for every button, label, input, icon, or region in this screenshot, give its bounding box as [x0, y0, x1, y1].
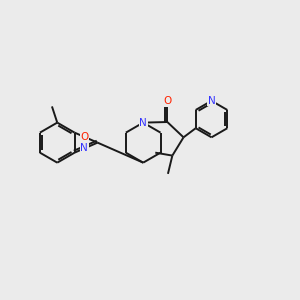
- Text: N: N: [80, 143, 88, 153]
- Text: O: O: [163, 96, 172, 106]
- Text: O: O: [80, 132, 88, 142]
- Text: N: N: [208, 96, 215, 106]
- Text: N: N: [139, 118, 147, 128]
